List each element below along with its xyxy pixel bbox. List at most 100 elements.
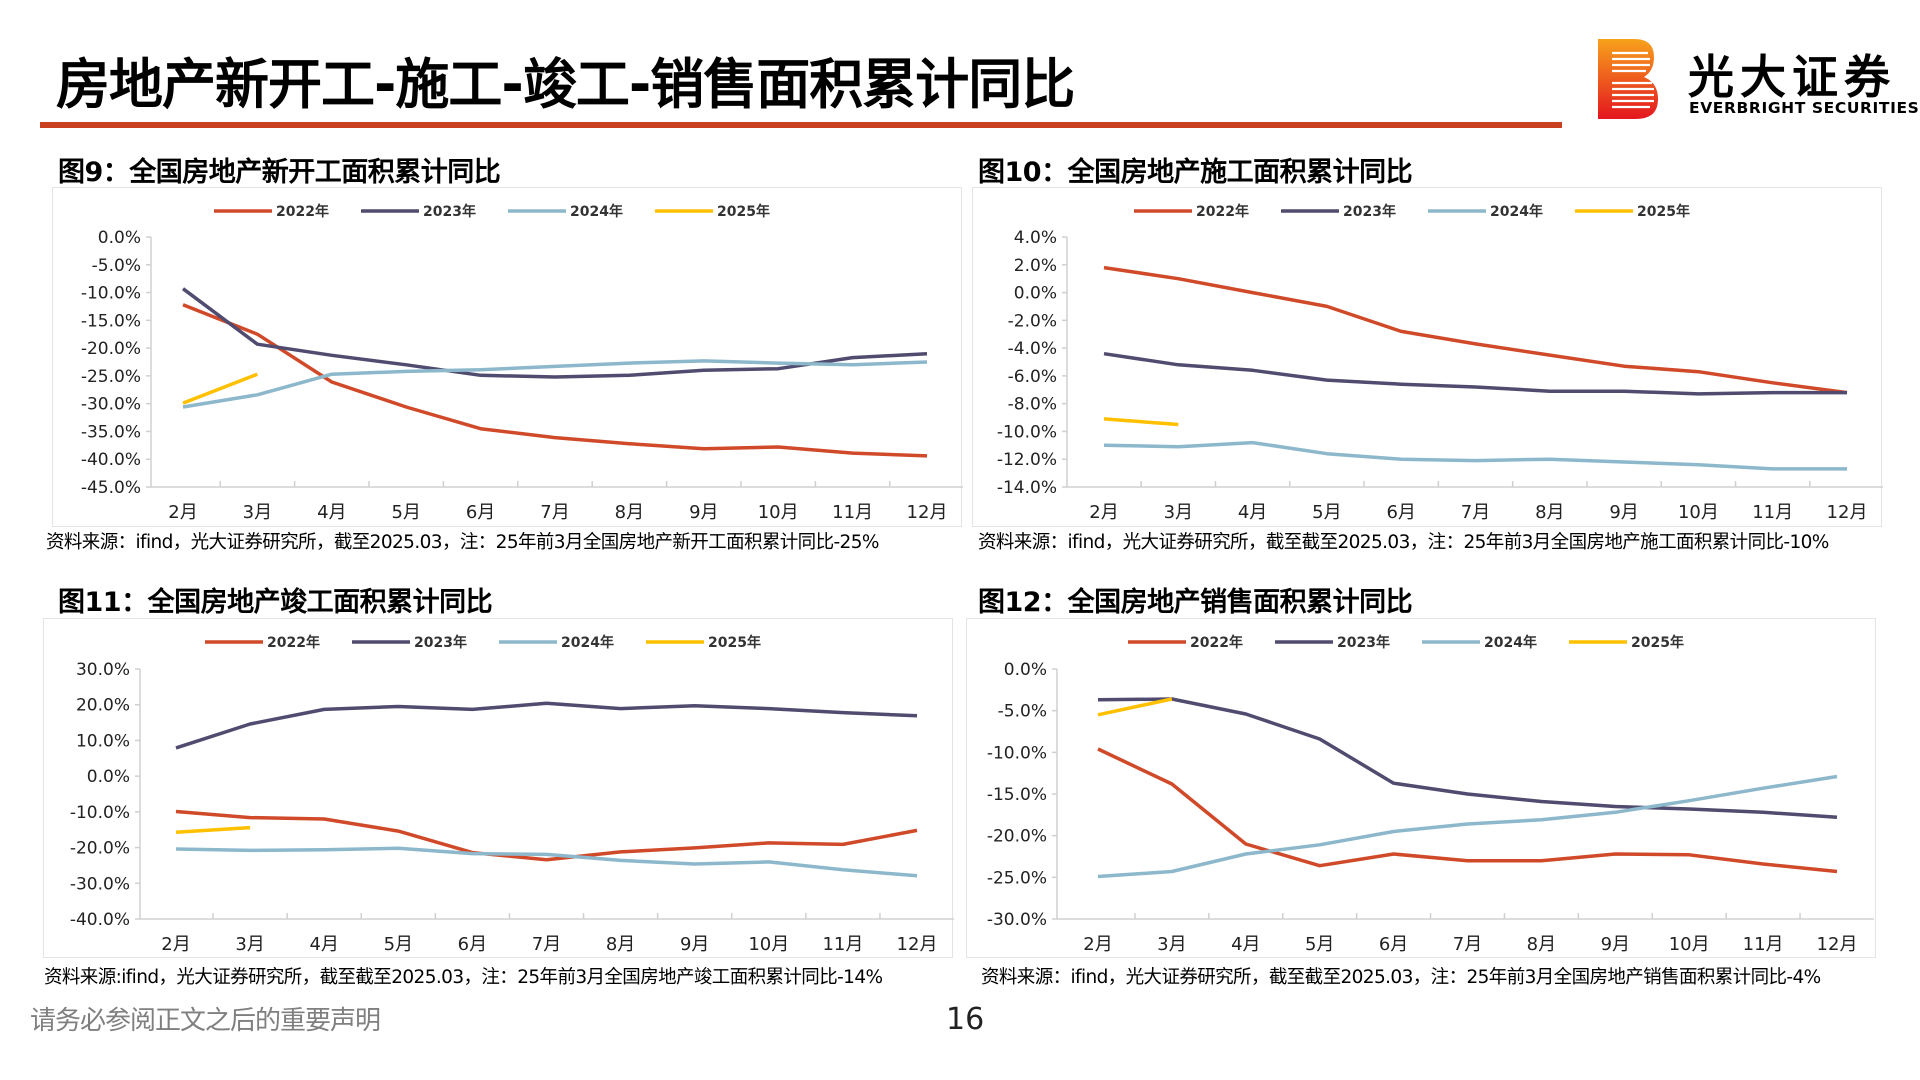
everbright-b-logo-icon — [1598, 39, 1658, 119]
y-tick-label: -6.0% — [1008, 367, 1057, 387]
x-tick-label: 5月 — [384, 934, 413, 955]
page-number: 16 — [946, 1002, 985, 1037]
x-tick-label: 6月 — [1379, 934, 1408, 955]
series-line-2025年 — [175, 825, 251, 834]
legend-label: 2023年 — [414, 634, 467, 651]
x-tick-label: 12月 — [907, 502, 948, 523]
x-tick-label: 7月 — [1453, 934, 1482, 955]
x-tick-label: 11月 — [832, 502, 873, 523]
x-tick-label: 9月 — [689, 502, 718, 523]
figure-10-title: 图10：全国房地产施工面积累计同比 — [978, 157, 1413, 188]
y-tick-label: 0.0% — [1004, 660, 1047, 680]
y-tick-label: -30.0% — [70, 874, 130, 894]
y-tick-label: -15.0% — [81, 311, 141, 331]
y-tick-label: -30.0% — [81, 395, 141, 415]
x-tick-label: 7月 — [1461, 502, 1490, 523]
y-tick-label: -20.0% — [987, 827, 1047, 847]
y-tick-label: -10.0% — [81, 284, 141, 304]
y-tick-label: -35.0% — [81, 422, 141, 442]
legend-label: 2025年 — [717, 203, 770, 220]
x-tick-label: 11月 — [822, 934, 863, 955]
y-tick-label: -25.0% — [987, 868, 1047, 888]
x-tick-label: 5月 — [1305, 934, 1334, 955]
legend-label: 2024年 — [561, 634, 614, 651]
y-tick-label: -20.0% — [81, 339, 141, 359]
x-tick-label: 5月 — [391, 502, 420, 523]
y-tick-label: -15.0% — [987, 785, 1047, 805]
x-tick-label: 11月 — [1752, 502, 1793, 523]
legend-label: 2024年 — [1484, 634, 1537, 651]
figure-9-title: 图9：全国房地产新开工面积累计同比 — [58, 157, 501, 188]
y-tick-label: -45.0% — [81, 478, 141, 498]
series-line-2022年 — [182, 303, 928, 458]
x-tick-label: 8月 — [606, 934, 635, 955]
legend-label: 2022年 — [1190, 634, 1243, 651]
x-tick-label: 7月 — [540, 502, 569, 523]
legend-label: 2023年 — [1343, 203, 1396, 220]
x-tick-label: 10月 — [758, 502, 799, 523]
legend-label: 2022年 — [1196, 203, 1249, 220]
figure-12-title: 图12：全国房地产销售面积累计同比 — [978, 587, 1413, 618]
x-tick-label: 4月 — [1231, 934, 1260, 955]
x-tick-label: 9月 — [1609, 502, 1638, 523]
series-line-2025年 — [1097, 697, 1173, 717]
x-tick-label: 6月 — [1386, 502, 1415, 523]
y-tick-label: 0.0% — [98, 228, 141, 248]
series-line-2023年 — [175, 701, 918, 750]
x-tick-label: 5月 — [1312, 502, 1341, 523]
series-line-2022年 — [1103, 265, 1848, 395]
x-tick-label: 7月 — [532, 934, 561, 955]
legend-label: 2025年 — [1631, 634, 1684, 651]
chart-10: 4.0% 2.0% 0.0% -2.0% -4.0% -6.0% -8.0% -10.0% -1… — [972, 187, 1883, 527]
x-tick-label: 3月 — [235, 934, 264, 955]
page-title: 房地产新开工-施工-竣工-销售面积累计同比 — [56, 53, 1075, 116]
y-tick-label: -8.0% — [1008, 395, 1057, 415]
figure-9-source: 资料来源：ifind，光大证券研究所，截至2025.03，注：25年前3月全国房… — [46, 532, 879, 553]
y-tick-label: -10.0% — [997, 422, 1057, 442]
chart-9: 0.0% -5.0% -10.0% -15.0% -20.0% -25.0% -30.0% -… — [52, 187, 963, 527]
x-tick-label: 9月 — [680, 934, 709, 955]
x-tick-label: 10月 — [1678, 502, 1719, 523]
x-tick-label: 2月 — [161, 934, 190, 955]
y-tick-label: 30.0% — [76, 660, 130, 680]
x-tick-label: 11月 — [1743, 934, 1784, 955]
y-tick-label: 0.0% — [87, 767, 130, 787]
x-tick-label: 12月 — [897, 934, 938, 955]
x-tick-label: 4月 — [1238, 502, 1267, 523]
x-tick-label: 2月 — [168, 502, 197, 523]
logo-cn-text: 光大证券 — [1688, 50, 1896, 104]
x-tick-label: 2月 — [1089, 502, 1118, 523]
legend-label: 2024年 — [1490, 203, 1543, 220]
x-tick-label: 4月 — [317, 502, 346, 523]
x-tick-label: 8月 — [615, 502, 644, 523]
x-tick-label: 3月 — [243, 502, 272, 523]
y-tick-label: 2.0% — [1014, 256, 1057, 276]
y-tick-label: -14.0% — [997, 478, 1057, 498]
x-tick-label: 12月 — [1827, 502, 1868, 523]
y-tick-label: -30.0% — [987, 910, 1047, 930]
y-tick-label: -5.0% — [92, 256, 141, 276]
y-tick-label: -10.0% — [987, 743, 1047, 763]
y-tick-label: 20.0% — [76, 696, 130, 716]
series-line-2025年 — [1103, 417, 1179, 427]
series-line-2022年 — [175, 809, 918, 862]
legend-label: 2022年 — [276, 203, 329, 220]
chart-12-svg: 0.0% -5.0% -10.0% -15.0% -20.0% -25.0% -30.0% 2… — [987, 634, 1874, 955]
y-tick-label: -4.0% — [1008, 339, 1057, 359]
series-line-2025年 — [182, 372, 259, 405]
x-tick-label: 6月 — [466, 502, 495, 523]
chart-9-svg: 0.0% -5.0% -10.0% -15.0% -20.0% -25.0% -30.0% -… — [81, 203, 963, 523]
y-tick-label: 4.0% — [1014, 228, 1057, 248]
y-tick-label: 10.0% — [76, 731, 130, 751]
everbright-logo: 光大证券 EVERBRIGHT SECURITIES — [1596, 37, 1919, 123]
legend-label: 2023年 — [1337, 634, 1390, 651]
series-line-2024年 — [1103, 440, 1847, 471]
figure-11-title: 图11：全国房地产竣工面积累计同比 — [58, 587, 493, 618]
disclaimer-note: 请务必参阅正文之后的重要声明 — [30, 1006, 381, 1036]
x-tick-label: 4月 — [309, 934, 338, 955]
legend-label: 2023年 — [423, 203, 476, 220]
x-tick-label: 9月 — [1601, 934, 1630, 955]
series-line-2023年 — [1103, 351, 1847, 396]
x-tick-label: 8月 — [1535, 502, 1564, 523]
x-tick-label: 10月 — [748, 934, 789, 955]
